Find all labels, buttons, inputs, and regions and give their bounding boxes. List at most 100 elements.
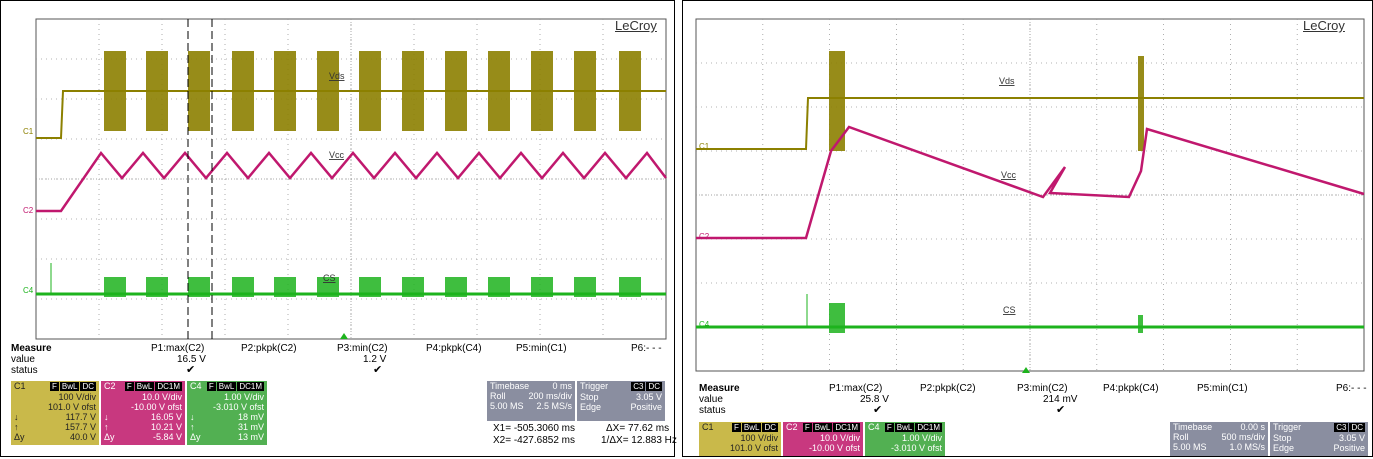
volts-per-div: 100 V/div (740, 433, 778, 443)
param-p1[interactable]: P1:max(C2) (151, 343, 205, 354)
vds-switching-burst (232, 51, 254, 131)
tag: DC (1349, 423, 1365, 432)
cs-switching-burst (829, 303, 845, 333)
vcc-trace (36, 150, 667, 213)
cursor-up-value: 10.21 V (150, 422, 182, 432)
waveform-display-right: Vds Vcc CS C1 C2 C4 (683, 1, 1373, 373)
vds-switching-burst (574, 51, 596, 131)
timebase-label: Timebase (490, 381, 530, 391)
param-p4[interactable]: P4:pkpk(C4) (1103, 383, 1159, 394)
waveform-display-left: Vds Vcc CS C1 C2 C4 (1, 1, 676, 341)
measure-title: Measure (11, 343, 52, 354)
channel-c1-panel[interactable]: C1 F BwL DC 100 V/div 101.0 V ofst ↓ 117.7 V… (11, 381, 99, 445)
channel-name: C1 (702, 422, 714, 432)
cs-label: CS (1003, 305, 1016, 315)
status-check-icon: ✔ (873, 404, 883, 416)
param-p3-value: 1.2 V (363, 354, 387, 365)
cs-switching-burst (574, 277, 596, 297)
vds-switching-burst (1138, 56, 1144, 151)
vds-switching-burst (829, 51, 845, 151)
channel-name: C2 (104, 381, 116, 391)
cs-switching-burst (488, 277, 510, 297)
vds-switching-burst (146, 51, 168, 131)
tag: F (124, 382, 134, 391)
delta-y-value: 13 mV (237, 432, 264, 442)
up-arrow-icon: ↑ (14, 422, 19, 432)
vds-label: Vds (329, 71, 345, 81)
cursor-dx: ΔX= 77.62 ms (606, 423, 670, 434)
timebase-panel[interactable]: Timebase 0.00 s Roll 500 ms/div 5.00 MS 1.0… (1170, 422, 1268, 456)
tag: F (731, 423, 741, 432)
vds-switching-burst (104, 51, 126, 131)
param-p6[interactable]: P6:- - - (1336, 383, 1367, 394)
tag: BwL (59, 382, 80, 391)
param-p5[interactable]: P5:min(C1) (516, 343, 567, 354)
cursor-inv-dx: 1/ΔX= 12.883 Hz (601, 435, 677, 446)
trigger-label: Trigger (1273, 422, 1302, 432)
cs-switching-burst (232, 277, 254, 297)
status-check-icon: ✔ (186, 364, 196, 376)
channel-name: C4 (190, 381, 202, 391)
sample-count: 5.00 MS (490, 401, 524, 411)
tag: BwL (741, 423, 762, 432)
cursor-down-value: 18 mV (237, 412, 264, 422)
delta-y-value: 40.0 V (69, 432, 96, 442)
cs-switching-burst (619, 277, 641, 297)
tag: DC (646, 382, 662, 391)
c2-marker: C2 (699, 232, 710, 241)
waveform-grid-right: Vds Vcc CS C1 C2 C4 (695, 18, 1365, 373)
trigger-panel[interactable]: Trigger C3 DC Stop 3.05 V Edge Positive (1270, 422, 1368, 456)
channel-c4-panel[interactable]: C4 F BwL DC1M 1.00 V/div -3.010 V ofst (865, 422, 945, 456)
vds-switching-burst (402, 51, 424, 131)
vds-switching-burst (188, 51, 210, 131)
offset: -3.010 V ofst (890, 443, 942, 453)
trigger-state: Stop (1273, 433, 1292, 443)
offset: -3.010 V ofst (212, 402, 264, 412)
param-p1-value: 25.8 V (860, 394, 889, 405)
trigger-panel[interactable]: Trigger C3 DC Stop 3.05 V Edge Positive (577, 381, 665, 421)
trigger-marker (1022, 367, 1030, 373)
param-p4[interactable]: P4:pkpk(C4) (426, 343, 482, 354)
channel-c2-panel[interactable]: C2 F BwL DC1M 10.0 V/div -10.00 V ofst (783, 422, 863, 456)
param-p2[interactable]: P2:pkpk(C2) (241, 343, 297, 354)
vds-switching-burst (274, 51, 296, 131)
cursor-up-value: 31 mV (237, 422, 264, 432)
volts-per-div: 100 V/div (58, 392, 96, 402)
param-p1[interactable]: P1:max(C2) (829, 383, 883, 394)
param-p6[interactable]: P6:- - - (631, 343, 662, 354)
channel-c4-panel[interactable]: C4 F BwL DC1M 1.00 V/div -3.010 V ofst ↓ 18 … (187, 381, 267, 445)
offset: -10.00 V ofst (130, 402, 182, 412)
vds-label: Vds (999, 76, 1015, 86)
channel-c2-panel[interactable]: C2 F BwL DC1M 10.0 V/div -10.00 V ofst ↓ 16.… (101, 381, 185, 445)
timebase-panel[interactable]: Timebase 0 ms Roll 200 ms/div 5.00 MS 2.5 M… (487, 381, 575, 421)
trigger-level: 3.05 V (635, 392, 662, 402)
up-arrow-icon: ↑ (190, 422, 195, 432)
oscilloscope-right: Vds Vcc CS C1 C2 C4 LeCroy Measure value stat… (682, 0, 1373, 457)
time-per-div: 500 ms/div (1221, 432, 1265, 442)
channel-c1-panel[interactable]: C1 F BwL DC 100 V/div 101.0 V ofst (699, 422, 781, 456)
trigger-slope: Positive (630, 402, 662, 412)
param-p5[interactable]: P5:min(C1) (1197, 383, 1248, 394)
param-p3[interactable]: P3:min(C2) (1017, 383, 1068, 394)
tag: F (802, 423, 812, 432)
c2-marker: C2 (23, 206, 34, 215)
param-p3-value: 214 mV (1043, 394, 1078, 405)
volts-per-div: 10.0 V/div (819, 433, 860, 443)
sample-count: 5.00 MS (1173, 442, 1207, 452)
c1-marker: C1 (23, 127, 34, 136)
param-p2[interactable]: P2:pkpk(C2) (920, 383, 976, 394)
tag: DC (762, 423, 778, 432)
cs-switching-burst (531, 277, 553, 297)
tag: F (884, 423, 894, 432)
delta-y-value: -5.84 V (152, 432, 182, 442)
tag: F (49, 382, 59, 391)
param-p3[interactable]: P3:min(C2) (337, 343, 388, 354)
offset: 101.0 V ofst (729, 443, 778, 453)
delta-y-label: Δy (14, 432, 25, 442)
cs-switching-burst (274, 277, 296, 297)
delta-y-label: Δy (104, 432, 115, 442)
down-arrow-icon: ↓ (104, 412, 109, 422)
tag: C3 (631, 382, 646, 391)
volts-per-div: 1.00 V/div (223, 392, 264, 402)
tag: BwL (812, 423, 833, 432)
